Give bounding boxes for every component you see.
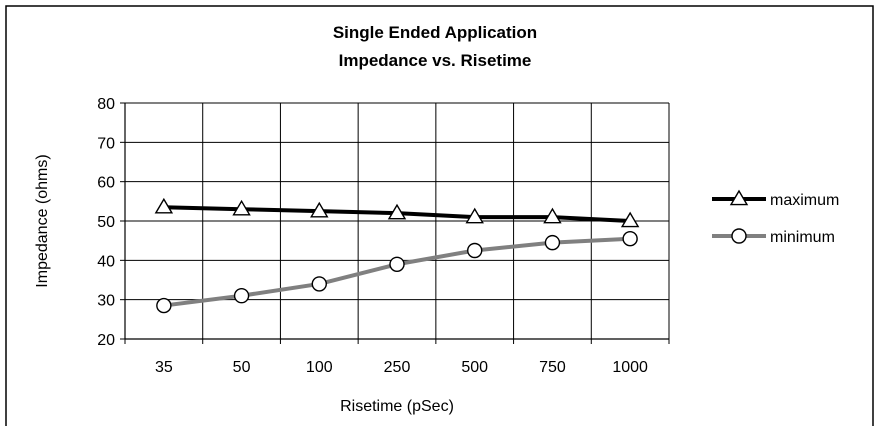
series-maximum	[154, 197, 640, 228]
legend: maximum minimum	[712, 189, 839, 246]
tick-labels: 20 30 40 50 60 70 80 35 50 100 250 500 750 1000	[97, 96, 648, 376]
legend-label-maximum: maximum	[770, 192, 839, 209]
data-point-minimum	[233, 288, 250, 304]
y-tick-label: 60	[97, 175, 115, 192]
data-point-maximum	[620, 211, 640, 228]
data-point-maximum	[232, 199, 251, 216]
data-point-maximum	[310, 201, 329, 218]
legend-label-minimum: minimum	[770, 229, 835, 246]
chart-title: Single Ended Application	[333, 23, 537, 42]
chart-border	[5, 5, 874, 431]
data-point-minimum	[389, 256, 405, 272]
y-tick-label: 50	[97, 214, 115, 231]
chart-subtitle: Impedance vs. Risetime	[339, 51, 532, 70]
y-axis-label: Impedance (ohms)	[34, 154, 51, 287]
series-minimum	[156, 230, 638, 314]
data-point-maximum	[543, 207, 562, 224]
data-point-maximum	[465, 207, 484, 224]
data-point-minimum	[467, 242, 483, 259]
series-group	[154, 197, 640, 314]
axes	[120, 102, 670, 344]
legend-item-maximum: maximum	[712, 189, 839, 209]
y-tick-label: 80	[97, 96, 115, 113]
x-tick-label: 750	[539, 359, 566, 376]
legend-marker-minimum	[731, 228, 747, 244]
y-tick-label: 40	[97, 253, 115, 270]
x-axis-label: Risetime (pSec)	[340, 398, 454, 415]
x-tick-label: 500	[461, 359, 488, 376]
y-tick-label: 30	[97, 293, 115, 310]
y-tick-label: 20	[97, 332, 115, 349]
x-tick-label: 100	[306, 359, 333, 376]
x-tick-label: 50	[233, 359, 251, 376]
x-tick-label: 1000	[612, 359, 648, 376]
data-point-minimum	[544, 234, 561, 251]
data-point-minimum	[311, 276, 327, 292]
data-point-minimum	[156, 297, 172, 314]
legend-marker-maximum	[729, 189, 749, 206]
data-point-maximum	[387, 203, 407, 220]
x-tick-label: 250	[384, 359, 411, 376]
data-point-maximum	[154, 197, 174, 214]
x-tick-label: 35	[155, 359, 173, 376]
legend-item-minimum: minimum	[712, 228, 835, 246]
data-point-minimum	[622, 230, 638, 247]
y-tick-label: 70	[97, 135, 115, 152]
